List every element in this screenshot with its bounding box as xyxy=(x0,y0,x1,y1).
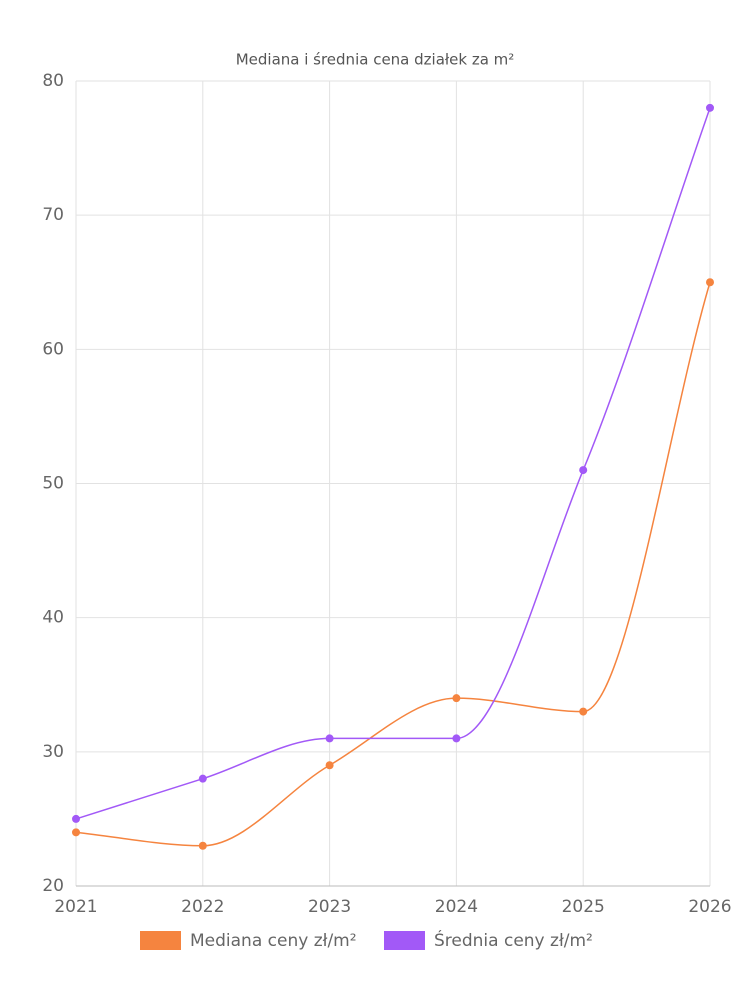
legend-label: Średnia ceny zł/m² xyxy=(434,929,593,951)
legend-swatch xyxy=(140,931,181,950)
data-point xyxy=(579,466,588,475)
x-tick-label: 2024 xyxy=(435,897,478,917)
data-point xyxy=(452,734,461,743)
data-point xyxy=(325,761,334,770)
chart-title: Mediana i średnia cena działek za m² xyxy=(236,51,515,69)
data-point xyxy=(452,694,461,703)
series-line xyxy=(75,282,711,847)
data-point xyxy=(72,828,80,837)
y-tick-label: 30 xyxy=(42,742,64,762)
y-tick-label: 80 xyxy=(42,71,64,91)
x-tick-label: 2022 xyxy=(181,897,224,917)
legend-label: Mediana ceny zł/m² xyxy=(190,931,357,951)
y-tick-label: 70 xyxy=(42,205,64,225)
data-point xyxy=(706,103,714,112)
data-point xyxy=(72,814,80,823)
data-point xyxy=(325,734,334,743)
x-tick-label: 2023 xyxy=(308,897,351,917)
x-tick-label: 2021 xyxy=(54,897,97,917)
y-tick-label: 20 xyxy=(42,876,64,896)
y-tick-label: 50 xyxy=(42,474,64,494)
x-tick-label: 2026 xyxy=(688,897,731,917)
data-point xyxy=(198,774,207,783)
data-point xyxy=(198,841,207,850)
x-tick-label: 2025 xyxy=(562,897,605,917)
legend-swatch xyxy=(384,931,425,950)
y-tick-label: 60 xyxy=(42,339,64,359)
y-tick-label: 40 xyxy=(42,608,64,628)
series-line xyxy=(75,107,711,820)
data-point xyxy=(579,707,588,716)
data-point xyxy=(706,278,714,287)
